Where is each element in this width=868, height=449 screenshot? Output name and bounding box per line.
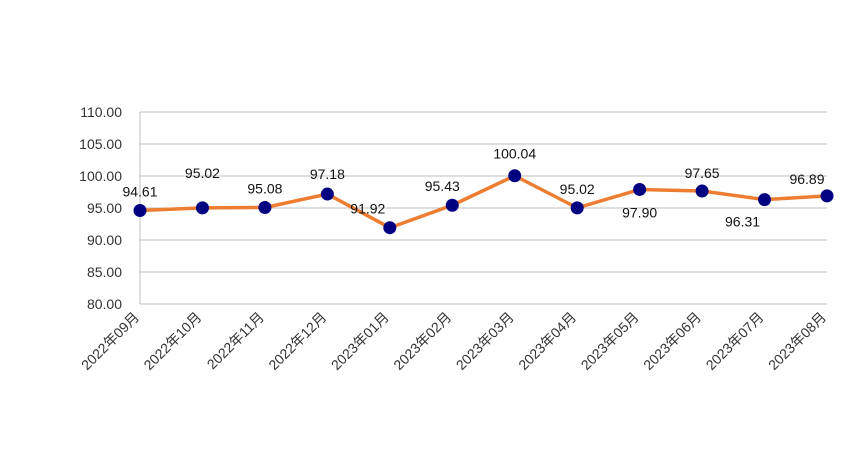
data-point (695, 184, 709, 198)
data-label: 95.02 (185, 165, 220, 181)
data-label: 95.43 (425, 178, 460, 194)
data-points (133, 169, 834, 235)
data-label: 96.31 (725, 214, 760, 230)
x-tick-label: 2023年06月 (640, 309, 704, 373)
data-label: 95.02 (560, 181, 595, 197)
y-tick-label: 80.00 (87, 296, 122, 312)
data-label: 94.61 (122, 183, 157, 199)
data-point (508, 169, 522, 183)
x-tick-label: 2023年02月 (390, 309, 454, 373)
y-tick-label: 85.00 (87, 264, 122, 280)
data-point (633, 182, 647, 196)
y-tick-label: 90.00 (87, 232, 122, 248)
y-axis-ticks: 80.00 85.00 90.00 95.00 100.00 105.00 110.00 (79, 104, 122, 312)
y-tick-label: 100.00 (79, 168, 122, 184)
data-point (133, 203, 147, 217)
x-tick-label: 2023年07月 (703, 309, 767, 373)
data-point (820, 189, 834, 203)
data-point (320, 187, 334, 201)
x-tick-label: 2022年12月 (265, 309, 329, 373)
x-tick-label: 2023年05月 (578, 309, 642, 373)
data-labels: 94.61 95.02 95.08 97.18 91.92 95.43 100.04 95.0… (122, 146, 824, 230)
series-line-path (139, 173, 828, 230)
y-tick-label: 110.00 (80, 104, 122, 120)
x-tick-label: 2023年04月 (515, 309, 579, 373)
y-tick-label: 95.00 (87, 200, 122, 216)
y-tick-label: 105.00 (79, 136, 122, 152)
x-tick-label: 2023年01月 (328, 309, 392, 373)
data-label: 100.04 (493, 146, 536, 162)
data-label: 91.92 (350, 201, 385, 217)
series-line (139, 173, 828, 230)
x-tick-label: 2022年10月 (140, 309, 204, 373)
data-point (258, 200, 272, 214)
x-tick-label: 2023年08月 (765, 309, 829, 373)
x-tick-label: 2022年09月 (78, 309, 142, 373)
data-point (445, 198, 459, 212)
data-label: 97.65 (685, 165, 720, 181)
x-tick-label: 2022年11月 (204, 309, 267, 372)
data-point (383, 221, 397, 235)
data-point (570, 201, 584, 215)
data-label: 96.89 (789, 171, 824, 187)
data-point (758, 193, 772, 207)
x-tick-label: 2023年03月 (453, 309, 517, 373)
data-label: 97.90 (622, 204, 657, 220)
data-label: 95.08 (247, 180, 282, 196)
data-label: 97.18 (310, 166, 345, 182)
data-point (195, 201, 209, 215)
